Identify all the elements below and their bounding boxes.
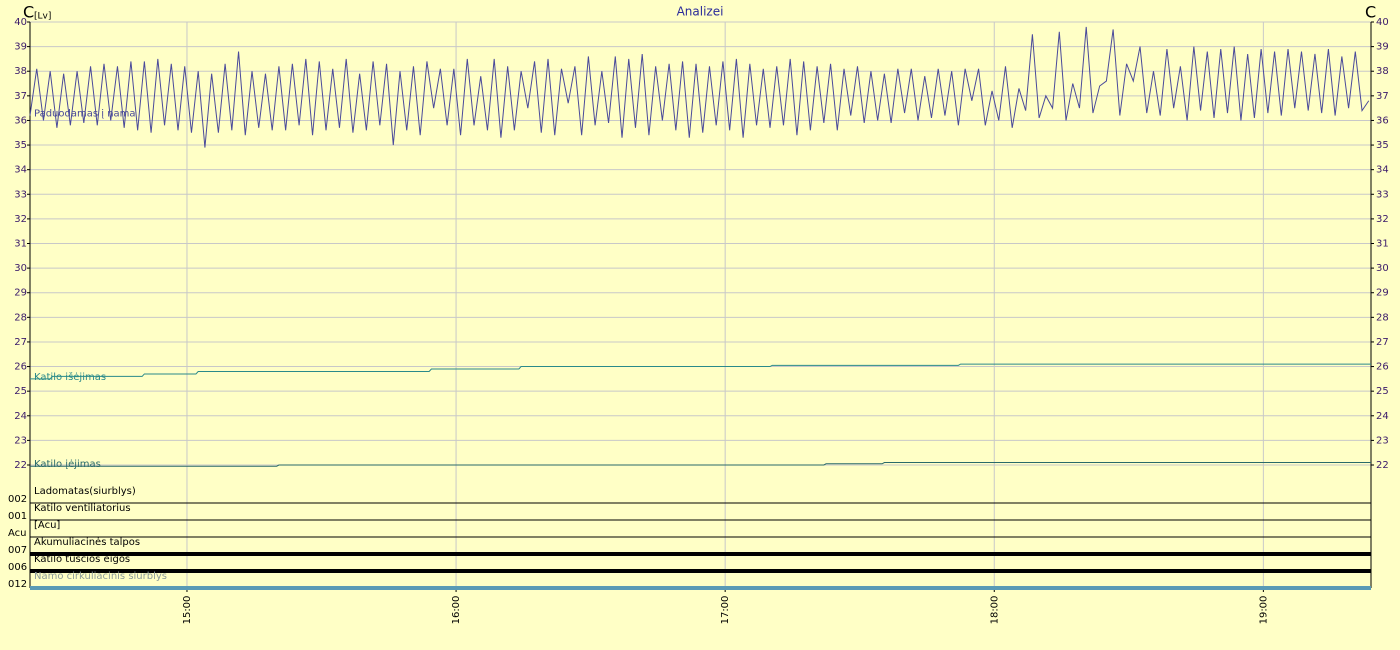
y-axis-unit: [Lv] [34,12,51,22]
channel-code: 012 [8,579,27,590]
channel-name: Namo cirkuliacinis siurblys [34,571,167,582]
y-tick-label: 36 [14,115,27,126]
y2-tick-label: 38 [1376,66,1389,77]
y-tick-label: 30 [14,263,27,274]
y2-tick-label: 27 [1376,337,1389,348]
y2-axis-label: C [1365,3,1376,22]
y-tick-label: 23 [14,435,27,446]
y-tick-label: 24 [14,411,27,422]
y-tick-label: 31 [14,239,27,250]
y2-tick-label: 40 [1376,17,1389,28]
y2-tick-label: 22 [1376,460,1389,471]
y2-tick-label: 33 [1376,189,1389,200]
y-tick-label: 29 [14,288,27,299]
y2-tick-label: 32 [1376,214,1389,225]
x-tick-label: 19:00 [1258,596,1269,625]
y-tick-label: 27 [14,337,27,348]
series-line [30,363,1371,380]
y2-tick-label: 39 [1376,42,1389,53]
y-tick-label: 25 [14,386,27,397]
y-tick-label: 37 [14,91,27,102]
channel-code: Acu [8,528,27,539]
y-axis-label: C [23,3,34,22]
y-tick-label: 26 [14,362,27,373]
y-tick-label: 40 [14,17,27,28]
series-label: Katilo įėjimas [34,459,101,470]
y-tick-label: 22 [14,460,27,471]
y2-tick-label: 25 [1376,386,1389,397]
series-line [30,462,1371,467]
y-tick-label: 34 [14,165,27,176]
y-tick-label: 35 [14,140,27,151]
y-tick-label: 38 [14,66,27,77]
y2-tick-label: 36 [1376,115,1389,126]
x-tick-label: 17:00 [720,596,731,625]
channel-code: 007 [8,545,27,556]
y2-tick-label: 31 [1376,239,1389,250]
y2-tick-label: 28 [1376,312,1389,323]
y2-tick-label: 23 [1376,435,1389,446]
channel-name: Katilo tuscios eigos [34,554,130,565]
channel-code: 002 [8,494,27,505]
x-tick-label: 15:00 [182,596,193,625]
channel-name: [Acu] [34,520,60,531]
channel-code: 001 [8,511,27,522]
y2-tick-label: 34 [1376,165,1389,176]
series-line [29,26,1370,148]
series-label: Paduodamas į nama [34,109,136,120]
y-tick-label: 33 [14,189,27,200]
y2-tick-label: 37 [1376,91,1389,102]
y-tick-label: 32 [14,214,27,225]
chart-title: Analizei [677,5,724,19]
channel-name: Akumuliacinės talpos [34,537,140,548]
y2-tick-label: 29 [1376,288,1389,299]
x-tick-label: 16:00 [451,596,462,625]
channel-name: Katilo ventiliatorius [34,503,131,514]
y-tick-label: 28 [14,312,27,323]
x-tick-label: 18:00 [989,596,1000,625]
series-label: Katilo išėjimas [34,371,106,383]
y2-tick-label: 26 [1376,362,1389,373]
y2-tick-label: 24 [1376,411,1389,422]
y2-tick-label: 35 [1376,140,1389,151]
y2-tick-label: 30 [1376,263,1389,274]
channel-name: Ladomatas(siurblys) [34,486,136,497]
channel-code: 006 [8,562,27,573]
y-tick-label: 39 [14,42,27,53]
